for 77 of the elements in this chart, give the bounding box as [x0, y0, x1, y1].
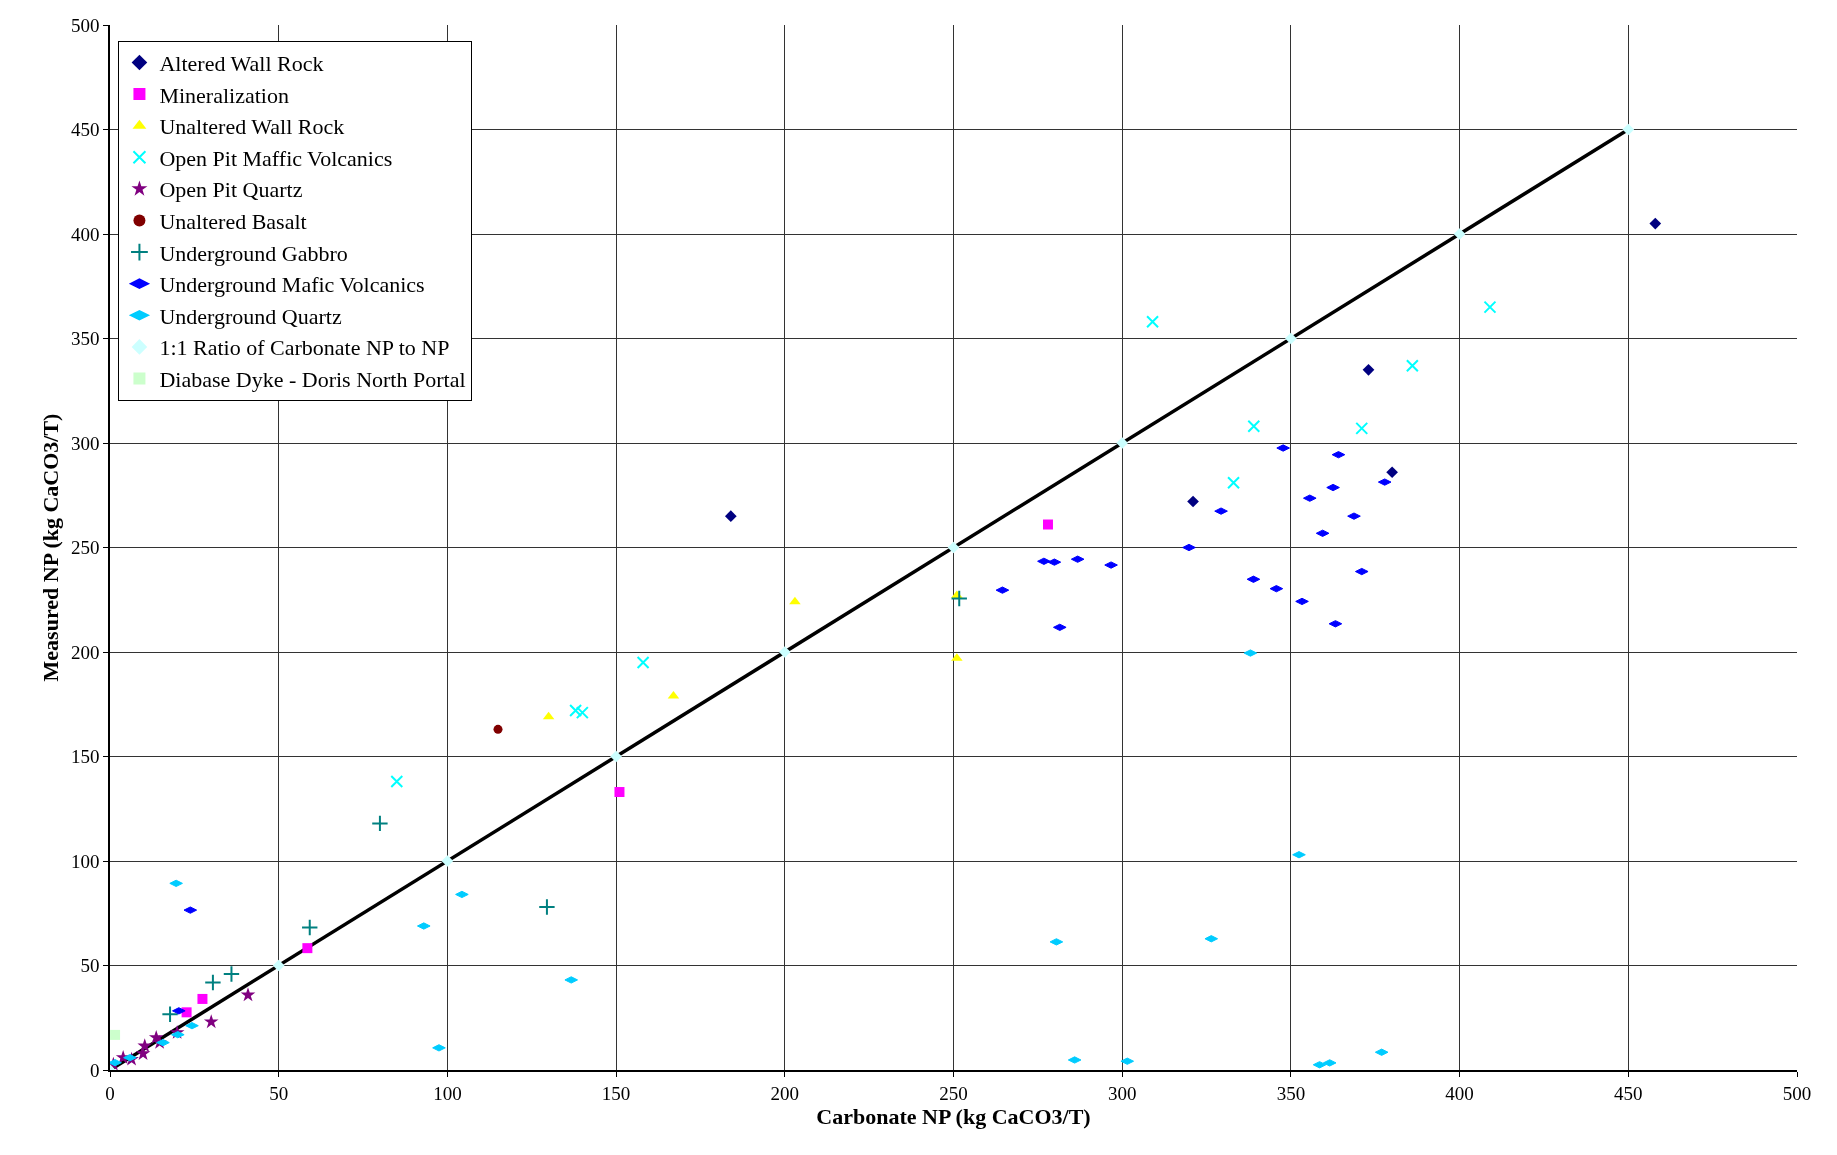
- legend-label: Mineralization: [159, 82, 289, 108]
- y-tick-label: 300: [70, 432, 100, 454]
- legend-label: Underground Quartz: [159, 303, 342, 329]
- point: [181, 1007, 192, 1018]
- y-tick-label: 400: [70, 223, 100, 245]
- x-tick-label: 500: [1782, 1082, 1812, 1104]
- point: [538, 898, 556, 916]
- point: [947, 541, 960, 554]
- point: [441, 855, 454, 867]
- x-tick-label: 350: [1276, 1082, 1306, 1104]
- point: [575, 706, 589, 720]
- point: [371, 814, 389, 833]
- point: [614, 787, 625, 798]
- point: [390, 775, 404, 789]
- point: [1227, 476, 1241, 490]
- point: [204, 973, 222, 992]
- point: [1285, 332, 1297, 345]
- x-tick-label: 0: [105, 1082, 115, 1104]
- y-tick-label: 0: [89, 1059, 100, 1081]
- x-tick-label: 450: [1614, 1082, 1643, 1104]
- point: [1362, 364, 1375, 376]
- point: [493, 724, 503, 734]
- point: [1483, 300, 1497, 314]
- point: [1042, 519, 1053, 530]
- legend-label: Open Pit Maffic Volcanics: [159, 145, 393, 171]
- point: [1116, 437, 1129, 449]
- y-tick-label: 450: [70, 119, 100, 141]
- point: [161, 1005, 179, 1023]
- legend-label: Unaltered Basalt: [159, 209, 307, 235]
- point: [110, 1029, 121, 1040]
- y-tick-label: 100: [70, 850, 100, 872]
- y-tick-label: 500: [70, 14, 100, 36]
- legend-label: Unaltered Wall Rock: [159, 114, 345, 140]
- point: [1386, 466, 1398, 479]
- x-tick-label: 100: [433, 1082, 462, 1104]
- point: [1453, 228, 1466, 240]
- point: [724, 510, 737, 522]
- x-axis-title: Carbonate NP (kg CaCO3/T): [816, 1103, 1091, 1129]
- point: [1355, 421, 1369, 435]
- y-tick-label: 200: [70, 641, 100, 663]
- point: [789, 596, 801, 605]
- point: [301, 918, 319, 937]
- legend-label: 1:1 Ratio of Carbonate NP to NP: [159, 335, 450, 361]
- point: [302, 943, 313, 954]
- point: [1649, 217, 1662, 230]
- point: [610, 750, 622, 763]
- point: [272, 959, 285, 972]
- legend-label: Underground Mafic Volcanics: [159, 272, 425, 298]
- point: [240, 987, 256, 1002]
- point: [778, 646, 791, 658]
- legend-label: Underground Gabbro: [159, 240, 348, 266]
- point: [1622, 123, 1635, 136]
- x-tick-label: 150: [601, 1082, 631, 1104]
- x-tick-label: 200: [770, 1082, 800, 1104]
- legend-label: Altered Wall Rock: [159, 51, 324, 77]
- point: [137, 1038, 153, 1053]
- x-tick-label: 400: [1445, 1082, 1474, 1104]
- x-tick-label: 50: [269, 1082, 289, 1104]
- point: [1247, 419, 1261, 433]
- point: [222, 965, 241, 983]
- point: [950, 589, 968, 608]
- point: [1405, 359, 1419, 373]
- y-tick-label: 350: [70, 328, 100, 350]
- point: [636, 655, 650, 669]
- y-tick-label: 50: [80, 955, 100, 977]
- legend-label: Diabase Dyke - Doris North Portal: [159, 367, 466, 393]
- point: [197, 993, 208, 1004]
- y-axis-title: Measured NP (kg CaCO3/T): [38, 413, 64, 682]
- x-tick-label: 250: [939, 1082, 968, 1104]
- x-tick-label: 300: [1107, 1082, 1137, 1104]
- point: [1187, 495, 1199, 508]
- y-tick-label: 250: [70, 537, 100, 559]
- legend-label: Open Pit Quartz: [159, 177, 303, 203]
- point: [569, 704, 583, 718]
- point: [1146, 315, 1160, 329]
- y-tick-label: 150: [70, 746, 100, 768]
- point: [203, 1014, 219, 1029]
